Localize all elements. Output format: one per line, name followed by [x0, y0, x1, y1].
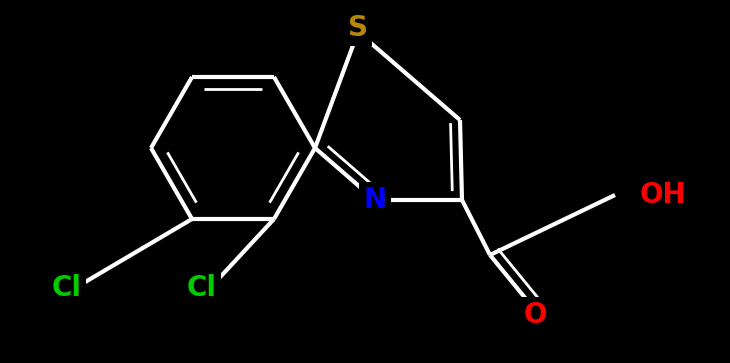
Text: N: N [364, 186, 387, 214]
Text: O: O [523, 301, 547, 329]
Text: S: S [348, 14, 368, 42]
Text: Cl: Cl [52, 274, 82, 302]
Text: OH: OH [640, 181, 687, 209]
Text: Cl: Cl [187, 274, 217, 302]
